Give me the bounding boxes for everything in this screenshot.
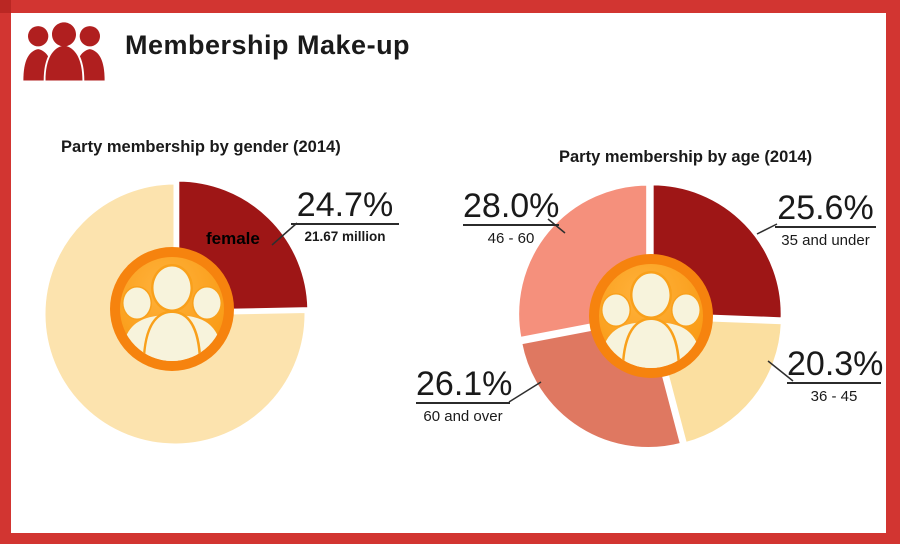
age-callout-range: 36 - 45 <box>810 388 858 405</box>
pie-slice-unlabeled <box>42 181 308 447</box>
left-red-bar <box>0 0 11 544</box>
leader-line <box>508 381 542 403</box>
person-center-silhouette <box>43 20 85 82</box>
age-callout-percent: 25.6% <box>775 191 876 228</box>
age-callout-percent: 26.1% <box>416 365 513 404</box>
age-chart-title: Party membership by age (2014) <box>559 148 813 166</box>
callout-leader-lines <box>271 218 794 403</box>
leader-line <box>756 223 778 235</box>
frame-corner <box>0 0 11 13</box>
gender-pie-center-badge-icon <box>110 247 234 371</box>
age-callout-46-60: 28.0% 46 - 60 <box>463 189 559 247</box>
age-pie-center-badge-icon <box>589 254 713 378</box>
leader-line <box>547 218 566 234</box>
age-callout-35-and-under: 25.6% 35 and under <box>775 191 876 249</box>
right-red-bar <box>886 0 900 544</box>
age-callout-36-45: 20.3% 36 - 45 <box>787 345 884 405</box>
age-callout-percent: 28.0% <box>463 187 560 226</box>
age-callout-range: 35 and under <box>781 232 870 249</box>
age-callout-60-and-over: 26.1% 60 and over <box>416 365 513 425</box>
age-callout-percent: 20.3% <box>787 345 884 384</box>
leader-line <box>767 360 794 382</box>
gender-chart-title: Party membership by gender (2014) <box>61 138 341 156</box>
gender-slice-label-female: female <box>206 229 260 248</box>
gender-callout-percent: 24.7% <box>291 188 399 225</box>
age-callout-range: 60 and over <box>423 408 503 425</box>
leader-line <box>271 222 298 246</box>
gender-callout-value: 21.67 million <box>304 229 386 244</box>
age-callout-range: 46 - 60 <box>487 230 535 247</box>
gender-callout: 24.7% 21.67 million <box>291 188 399 244</box>
page-title: Membership Make-up <box>125 30 411 60</box>
top-red-bar <box>0 0 900 13</box>
people-group-icon <box>23 20 105 82</box>
bottom-red-bar <box>0 533 900 544</box>
